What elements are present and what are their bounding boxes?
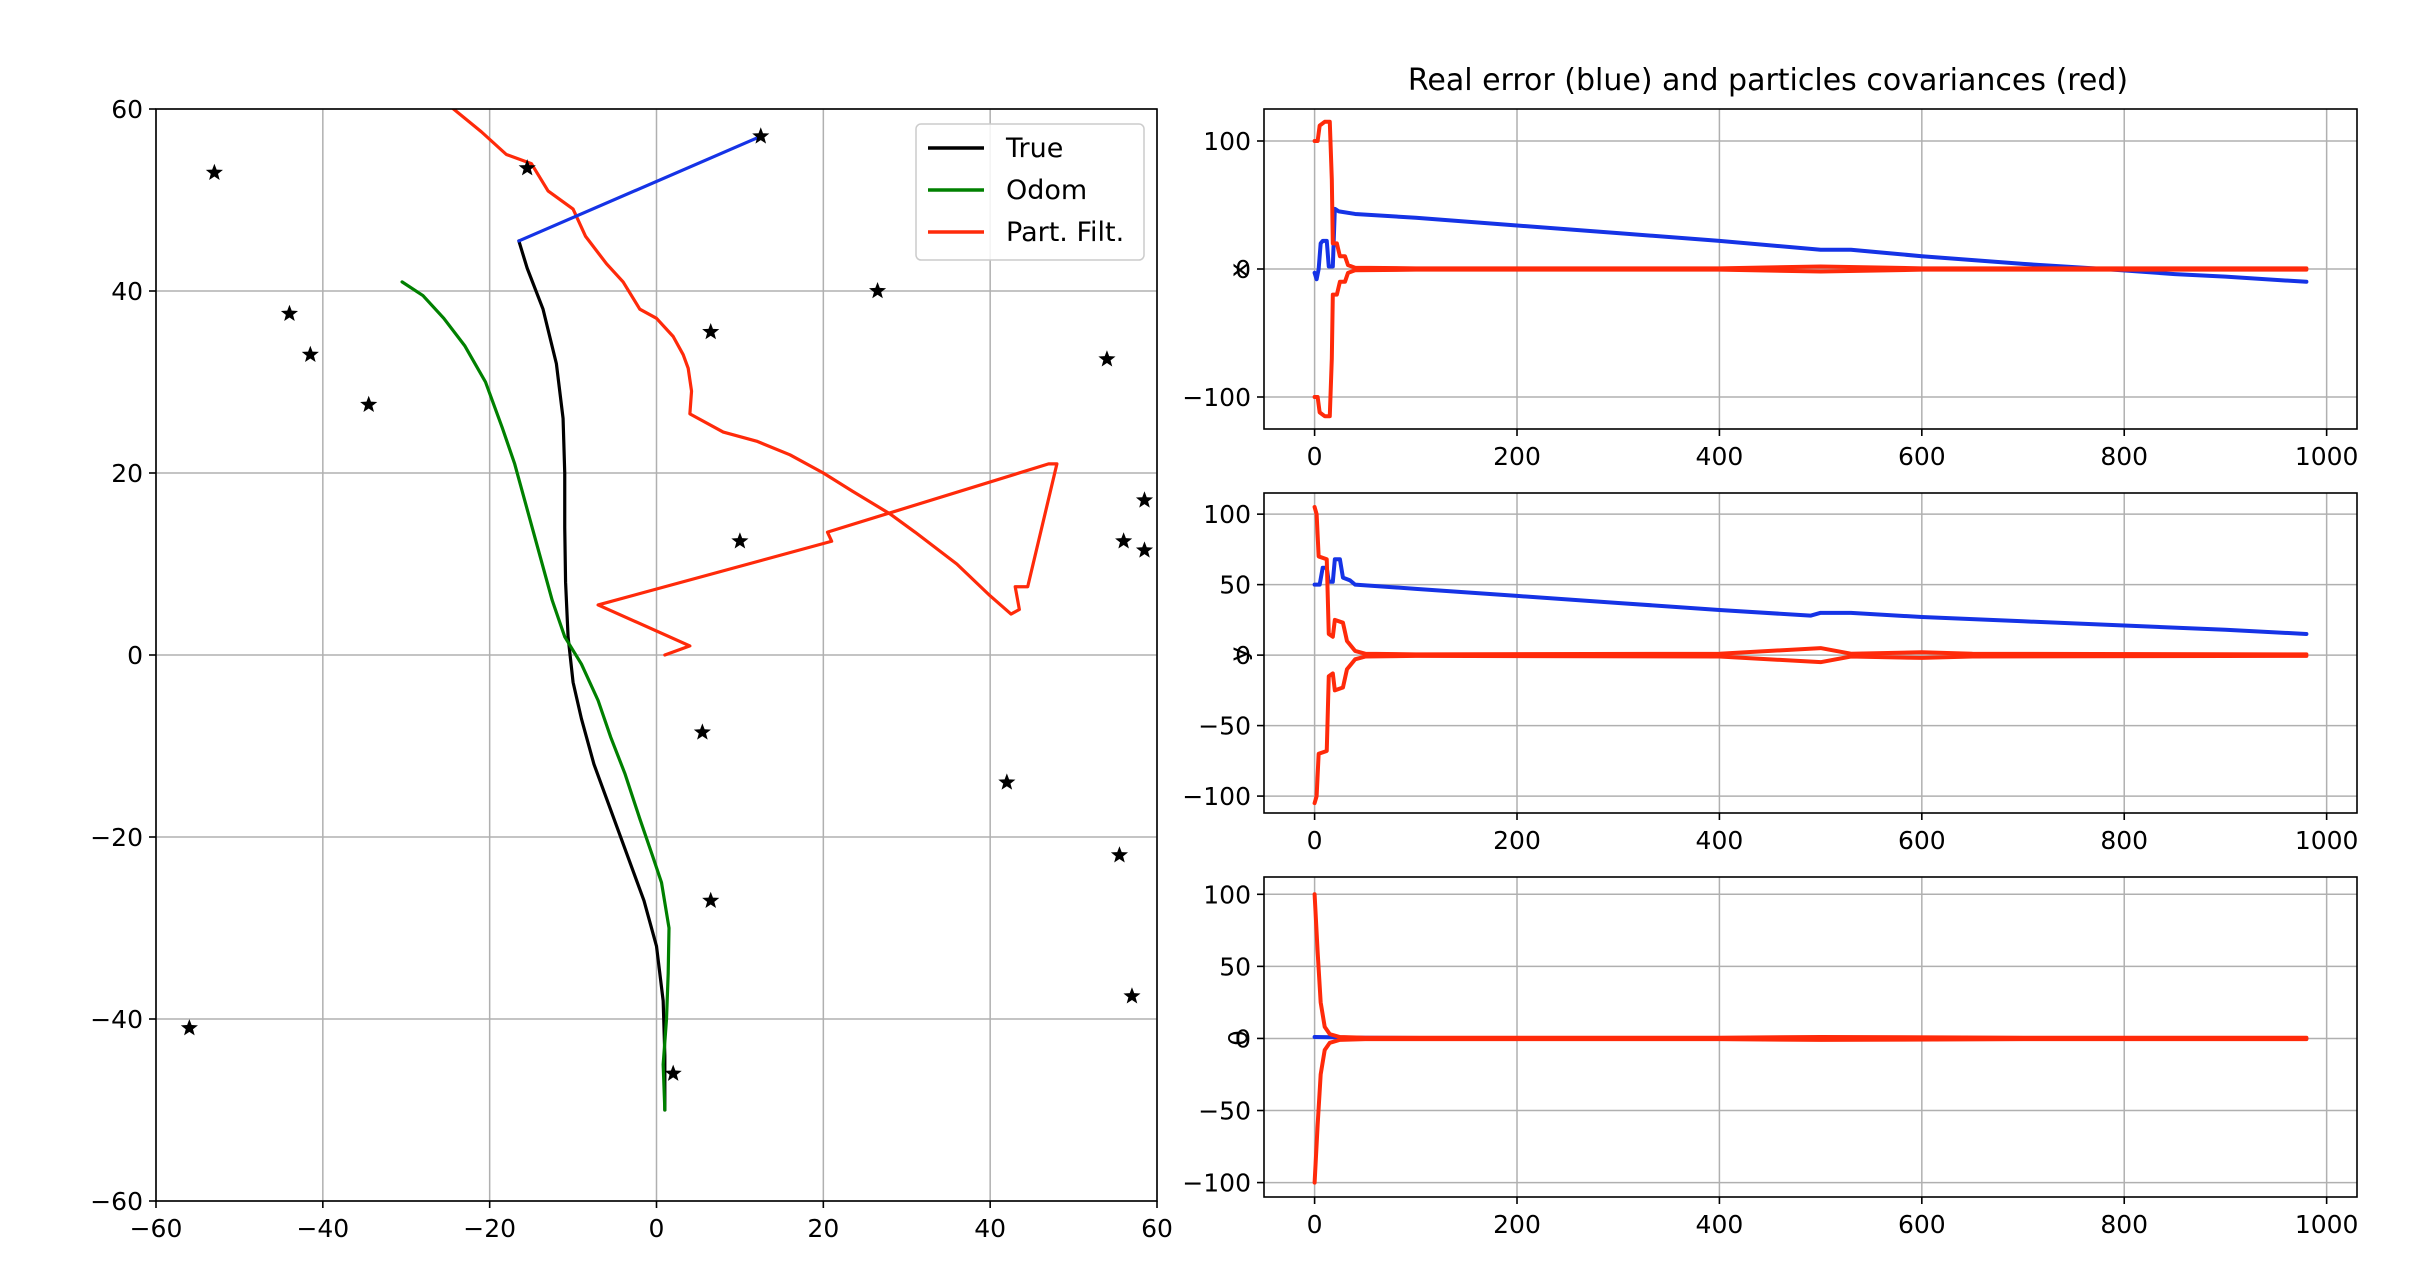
y-error-plot: 0 200 400 600 800 1000 −100 −50 0 50 100 xyxy=(1182,492,2359,855)
landmark-star-marker xyxy=(693,723,711,740)
landmark-star-marker xyxy=(1115,532,1133,549)
landmark-star-marker xyxy=(280,304,299,322)
legend-label-true: True xyxy=(1005,133,1063,164)
y-tick-label: −60 xyxy=(90,1187,143,1216)
x-tick-label: 1000 xyxy=(2295,1210,2359,1239)
y-tick-label: −40 xyxy=(90,1005,143,1034)
y-tick-label: 50 xyxy=(1219,571,1251,600)
x-tick-label: 600 xyxy=(1898,442,1946,471)
figure-title: Real error (blue) and particles covarian… xyxy=(1408,63,2128,98)
x-tick-label: −40 xyxy=(296,1214,349,1243)
plot-area xyxy=(1312,892,2309,1185)
ylabel-theta: θ xyxy=(1224,1030,1253,1045)
series-0-line xyxy=(1312,206,2309,284)
x-tick-label: 0 xyxy=(1307,826,1323,855)
y-tick-label: 0 xyxy=(127,641,143,670)
ylabel-x: x xyxy=(1224,263,1253,278)
y-tick-label: 60 xyxy=(111,95,143,124)
landmark-star-marker xyxy=(702,322,720,340)
landmark-star-marker xyxy=(205,163,223,180)
series-odom-line xyxy=(400,280,671,1112)
x-tick-label: 800 xyxy=(2100,442,2148,471)
plot-area xyxy=(180,109,1154,1112)
series-0-line xyxy=(1312,557,2309,636)
landmark-star-marker xyxy=(1135,541,1154,558)
series-2-line xyxy=(1312,267,2309,419)
y-tick-label: 100 xyxy=(1203,127,1251,156)
landmark-star-marker xyxy=(518,159,536,176)
x-tick-label: 800 xyxy=(2100,1210,2148,1239)
series-part-filt-line xyxy=(450,109,1059,657)
landmark-star-marker xyxy=(1123,987,1141,1004)
x-tick-label: 800 xyxy=(2100,826,2148,855)
series-2-line xyxy=(1312,1037,2309,1185)
y-tick-label: 50 xyxy=(1219,952,1251,981)
x-tick-label: 200 xyxy=(1493,442,1541,471)
y-tick-label: 100 xyxy=(1203,880,1251,909)
plot-area xyxy=(1312,119,2309,419)
landmark-star-marker xyxy=(868,282,887,299)
y-tick-label: −20 xyxy=(90,823,143,852)
landmark-star-marker xyxy=(664,1064,682,1081)
y-tick-label: −50 xyxy=(1198,712,1251,741)
y-tick-label: 0 xyxy=(1235,255,1251,284)
landmark-star-marker xyxy=(180,1019,198,1036)
x-tick-label: 20 xyxy=(807,1214,839,1243)
x-tick-label: 60 xyxy=(1141,1214,1173,1243)
x-tick-label: 600 xyxy=(1898,826,1946,855)
ylabel-y: y xyxy=(1224,646,1253,661)
theta-error-plot: 0 200 400 600 800 1000 −100 −50 0 50 100 xyxy=(1182,876,2359,1239)
landmark-star-marker xyxy=(1110,846,1129,863)
landmark-star-marker xyxy=(731,532,749,549)
x-tick-label: 400 xyxy=(1696,1210,1744,1239)
landmark-star-marker xyxy=(702,891,720,908)
x-tick-label: 0 xyxy=(1307,442,1323,471)
axes-frame xyxy=(1263,876,2358,1198)
y-tick-label: 100 xyxy=(1203,500,1251,529)
x-tick-label: 200 xyxy=(1493,826,1541,855)
x-tick-label: 400 xyxy=(1696,826,1744,855)
series-2-line xyxy=(1312,653,2309,806)
x-tick-label: 0 xyxy=(649,1214,665,1243)
trajectory-plot: −60 −40 −20 0 20 40 60 −60 −40 −20 0 20 40 60 xyxy=(90,95,1173,1243)
x-tick-label: 1000 xyxy=(2295,442,2359,471)
series-3-line xyxy=(517,134,763,243)
plot-area xyxy=(1312,505,2309,806)
landmark-star-marker xyxy=(998,773,1016,790)
x-tick-label: 400 xyxy=(1696,442,1744,471)
landmark-star-marker xyxy=(360,395,378,413)
series-true-line xyxy=(517,239,667,1112)
landmark-star-marker xyxy=(301,345,319,362)
x-error-plot: 0 200 400 600 800 1000 −100 0 100 xyxy=(1182,108,2359,471)
y-tick-label: −100 xyxy=(1182,782,1251,811)
y-tick-label: 40 xyxy=(111,277,143,306)
legend-box xyxy=(915,123,1145,261)
landmark-star-marker xyxy=(1098,350,1116,367)
x-tick-label: 1000 xyxy=(2295,826,2359,855)
y-tick-label: −100 xyxy=(1182,1169,1251,1198)
y-tick-label: 20 xyxy=(111,459,143,488)
x-tick-label: 0 xyxy=(1307,1210,1323,1239)
x-tick-label: 40 xyxy=(974,1214,1006,1243)
y-tick-label: −50 xyxy=(1198,1097,1251,1126)
legend: True Odom Part. Filt. xyxy=(915,123,1145,261)
y-tick-label: −100 xyxy=(1182,383,1251,412)
y-tick-label: 0 xyxy=(1235,1024,1251,1053)
landmark-star-marker xyxy=(1135,491,1154,508)
y-tick-label: 0 xyxy=(1235,641,1251,670)
series-1-line xyxy=(1312,505,2309,657)
series-1-line xyxy=(1312,119,2309,271)
x-tick-label: 600 xyxy=(1898,1210,1946,1239)
x-tick-label: −60 xyxy=(130,1214,183,1243)
x-tick-label: 200 xyxy=(1493,1210,1541,1239)
x-tick-label: −20 xyxy=(463,1214,516,1243)
axes-frame xyxy=(1263,492,2358,814)
legend-label-odom: Odom xyxy=(1006,175,1087,206)
legend-label-particle-filter: Part. Filt. xyxy=(1006,217,1124,248)
landmark-star-marker xyxy=(752,127,770,144)
series-1-line xyxy=(1312,892,2309,1040)
